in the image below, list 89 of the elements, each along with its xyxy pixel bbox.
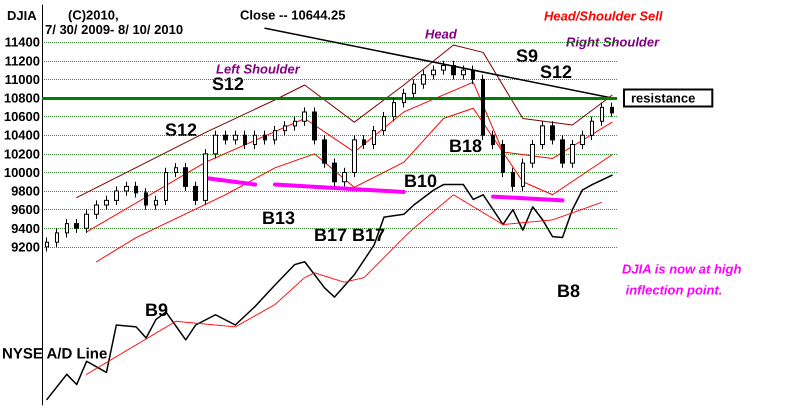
- candlestick: [74, 218, 79, 234]
- annotation: B17: [314, 225, 348, 245]
- candlestick: [183, 162, 188, 192]
- candlestick: [382, 111, 386, 136]
- candlestick: [352, 134, 357, 178]
- annotation: B10: [404, 171, 438, 191]
- annotation: Close -- 10644.25: [240, 8, 346, 22]
- candlestick: [322, 134, 327, 168]
- annotation: (C)2010,: [68, 8, 119, 22]
- candlestick: [491, 130, 495, 150]
- candlestick: [253, 130, 257, 150]
- candlestick: [570, 139, 575, 168]
- candlestick: [233, 130, 238, 146]
- candlestick: [94, 200, 99, 220]
- candlestick: [144, 188, 148, 210]
- y-tick-label: 10600: [4, 109, 40, 124]
- candlestick: [402, 88, 406, 108]
- candlestick: [540, 120, 545, 150]
- candlestick: [104, 195, 109, 210]
- candlestick: [580, 130, 585, 150]
- annotation: S12: [540, 62, 572, 82]
- candlestick: [45, 237, 49, 252]
- candlestick: [372, 125, 376, 150]
- candlestick: [461, 64, 466, 80]
- candlestick: [124, 181, 129, 196]
- candlestick: [362, 134, 366, 150]
- candlestick: [193, 181, 198, 206]
- chart-title: DJIA: [7, 8, 38, 23]
- candlestick: [65, 218, 69, 238]
- ref-line-label: resistance: [631, 90, 696, 106]
- annotation: Head/Shoulder Sell: [544, 8, 663, 24]
- candlestick: [174, 162, 178, 178]
- candlestick: [600, 102, 604, 126]
- candlestick: [273, 125, 277, 146]
- candlestick: [530, 139, 535, 168]
- candlestick: [560, 134, 565, 168]
- candlestick: [610, 102, 614, 118]
- candlestick: [550, 120, 555, 146]
- candlestick: [451, 60, 456, 80]
- candlestick: [283, 120, 287, 136]
- annotation: B9: [145, 300, 168, 320]
- text: 7/ 30/ 2009- 8/ 10/ 2010: [45, 22, 184, 37]
- candlestick: [263, 130, 267, 146]
- candlestick: [164, 167, 168, 206]
- candlestick: [203, 148, 208, 206]
- candlestick: [55, 228, 59, 248]
- candlestick: [471, 64, 475, 85]
- candlestick: [431, 64, 436, 80]
- candlestick: [421, 70, 426, 90]
- line-series: [46, 174, 613, 400]
- y-tick-label: 10800: [4, 90, 40, 106]
- y-tick-label: 9800: [11, 184, 40, 199]
- annotation: B18: [449, 136, 482, 156]
- candlestick: [332, 158, 337, 187]
- candlestick: [501, 139, 505, 178]
- candlestick: [84, 209, 89, 234]
- y-tick-label: 10000: [4, 164, 40, 180]
- candlestick: [521, 158, 525, 192]
- annotation: Left Shoulder: [216, 62, 301, 76]
- text: DJIA is now at high inflection point.: [622, 262, 742, 298]
- candlestick: [342, 167, 347, 187]
- candlestick: [293, 116, 297, 132]
- y-tick-label: 11000: [4, 72, 40, 87]
- candlestick: [481, 74, 485, 140]
- annotation: NYSE A/D Line: [2, 346, 108, 362]
- candlestick: [243, 130, 247, 150]
- y-tick-label: 9600: [11, 202, 40, 218]
- annotation: Head: [425, 26, 458, 42]
- annotation: B8: [557, 281, 580, 301]
- candlestick: [223, 130, 228, 146]
- candlestick: [590, 116, 594, 140]
- candlestick: [312, 106, 317, 146]
- candlestick: [441, 60, 446, 76]
- y-tick-label: 10400: [4, 128, 40, 143]
- candlestick: [134, 181, 138, 198]
- candlestick: [154, 195, 158, 210]
- annotation: B13: [262, 208, 296, 228]
- candlestick: [302, 106, 307, 126]
- candlestick: [213, 130, 218, 159]
- candlestick: [392, 98, 396, 122]
- y-tick-label: 9200: [11, 239, 40, 254]
- y-tick-label: 11200: [4, 53, 40, 68]
- candlestick: [114, 186, 119, 206]
- annotation: S9: [516, 46, 538, 66]
- y-tick-label: 11400: [4, 34, 40, 50]
- candlestick: [412, 78, 416, 99]
- candlestick: [511, 167, 515, 192]
- y-tick-label: 9400: [11, 220, 40, 236]
- y-tick-label: 10200: [4, 146, 40, 162]
